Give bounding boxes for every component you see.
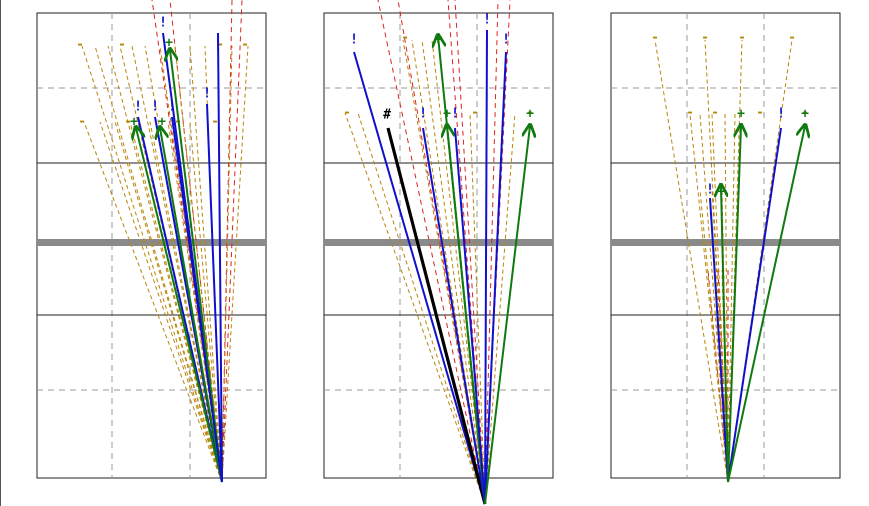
panel-left-blue-marker: ! <box>159 16 167 31</box>
panel-right-green-marker: + <box>801 107 809 122</box>
panel-right-gold-ray <box>654 39 729 483</box>
panel-middle-dash-tick: - <box>526 106 534 121</box>
panel-right-green-ray <box>727 126 741 483</box>
panel-left-green-ray <box>136 128 223 483</box>
panel-left-gold-ray <box>99 121 223 483</box>
panel-left-blue-ray <box>206 103 223 483</box>
panel-left-blue-marker: ! <box>203 87 211 102</box>
panel-right-green-marker: + <box>717 185 725 200</box>
panel-right-dash-tick: - <box>756 106 764 121</box>
panel-middle-black-marker: # <box>383 108 391 123</box>
panel-middle-blue-marker: ! <box>451 107 459 122</box>
panel-right-dash-tick: - <box>701 31 709 46</box>
panel-middle-red-ray <box>377 0 486 505</box>
panel-left-blue-ray <box>217 32 223 483</box>
gold-dash-ticks: --------------------- <box>76 31 809 130</box>
panel-middle-green-marker: + <box>443 107 451 122</box>
panel-right-gold-ray <box>727 39 793 483</box>
panel-middle-blue-marker: ! <box>502 33 510 48</box>
panel-left-gold-ray <box>221 45 233 483</box>
panel-middle-blue-ray <box>454 127 486 505</box>
panel-left-gold-ray <box>119 45 223 483</box>
panel-left-green-ray <box>170 50 223 483</box>
panel-right-dash-tick: - <box>686 106 694 121</box>
panel-left-dash-tick: - <box>76 38 84 53</box>
panel-left-green-ray <box>160 128 223 483</box>
panel-left-dash-tick: - <box>78 115 86 130</box>
panel-middle-blue-marker: ! <box>350 33 358 48</box>
panel-right-dash-tick: - <box>788 31 796 46</box>
panel-middle-green-ray <box>447 126 486 505</box>
panel-middle-gold-ray <box>344 112 486 505</box>
panel-right-green-ray <box>721 186 729 483</box>
panel-left-gold-ray <box>107 45 223 483</box>
panel-middle-green-ray <box>484 126 530 505</box>
panel-middle-green-marker: + <box>526 107 534 122</box>
panel-left-dash-tick: - <box>241 38 249 53</box>
panel-middle-dash-tick: - <box>401 31 409 46</box>
panel-middle-black-ray <box>386 127 487 505</box>
panel-right-dash-tick: - <box>738 31 746 46</box>
panel-right-green-ray <box>727 126 805 483</box>
panel-right-frame <box>610 12 841 479</box>
panel-left-dash-tick: - <box>118 38 126 53</box>
panel-left-green-marker: + <box>158 115 166 130</box>
panel-left-gold-ray <box>221 45 249 483</box>
panel-left-blue-marker: ! <box>168 100 176 115</box>
panel-right-gold-ray <box>711 113 729 483</box>
panel-left-blue-marker: ! <box>151 100 159 115</box>
panel-right-blue-marker: ! <box>777 107 785 122</box>
solid-rays <box>136 29 805 505</box>
panel-middle-green-marker: + <box>434 33 442 48</box>
panel-frames <box>36 12 841 479</box>
panel-right-dash-tick: - <box>711 106 719 121</box>
panel-middle-dash-tick: - <box>471 106 479 121</box>
panel-left-dash-tick: - <box>216 38 224 53</box>
panel-right-green-marker: + <box>737 107 745 122</box>
panel-left-blue-marker: ! <box>214 39 222 54</box>
panel-left-gold-ray <box>83 121 223 483</box>
panel-middle-gold-ray <box>484 112 516 505</box>
panel-left-gold-ray <box>189 45 223 483</box>
panel-middle-blue-ray <box>422 127 486 505</box>
panel-right-blue-ray <box>709 197 729 483</box>
panel-right-gold-ray <box>727 113 736 483</box>
ray-markers: !+ !!!+!+!! +!!#! +! + +! +! + <box>130 13 809 200</box>
panel-left-blue-ray <box>171 116 223 483</box>
panel-left-gold-ray <box>189 121 223 483</box>
panel-middle-dash-tick: - <box>343 106 351 121</box>
panel-left-blue-marker: ! <box>134 100 142 115</box>
panel-right-dash-tick: - <box>801 106 809 121</box>
panel-left-dash-tick: - <box>124 115 132 130</box>
panel-middle-red-ray <box>484 0 499 505</box>
panel-middle-frame <box>323 12 554 479</box>
panel-middle-blue-marker: ! <box>483 13 491 28</box>
panel-middle-red-ray <box>454 0 486 505</box>
panel-right-gold-ray <box>724 113 729 483</box>
panel-middle-blue-ray <box>484 51 507 505</box>
panel-middle-gold-ray <box>469 112 486 505</box>
panel-middle-blue-marker: ! <box>419 107 427 122</box>
panel-left-dash-tick: - <box>211 115 219 130</box>
panel-right-dash-tick: - <box>651 31 659 46</box>
panel-middle-blue-ray <box>484 29 488 505</box>
panel-left-gold-ray <box>129 121 223 483</box>
panel-middle-gold-ray <box>431 39 486 505</box>
panel-middle-gold-ray <box>421 39 486 505</box>
panel-left-gold-ray <box>94 45 223 483</box>
panel-left-green-marker: + <box>165 36 173 51</box>
panel-right-blue-ray <box>727 127 782 483</box>
panel-right-gold-ray <box>689 113 729 483</box>
panel-left-green-marker: + <box>130 115 138 130</box>
panel-left-gold-ray <box>167 121 223 483</box>
window-left-edge <box>0 0 1 506</box>
panel-middle-blue-ray <box>353 51 486 505</box>
panel-left-gold-ray <box>149 121 223 483</box>
panel-right-blue-marker: ! <box>706 183 714 198</box>
panel-middle-gold-ray <box>357 112 486 505</box>
panel-left-gold-ray <box>81 45 223 483</box>
